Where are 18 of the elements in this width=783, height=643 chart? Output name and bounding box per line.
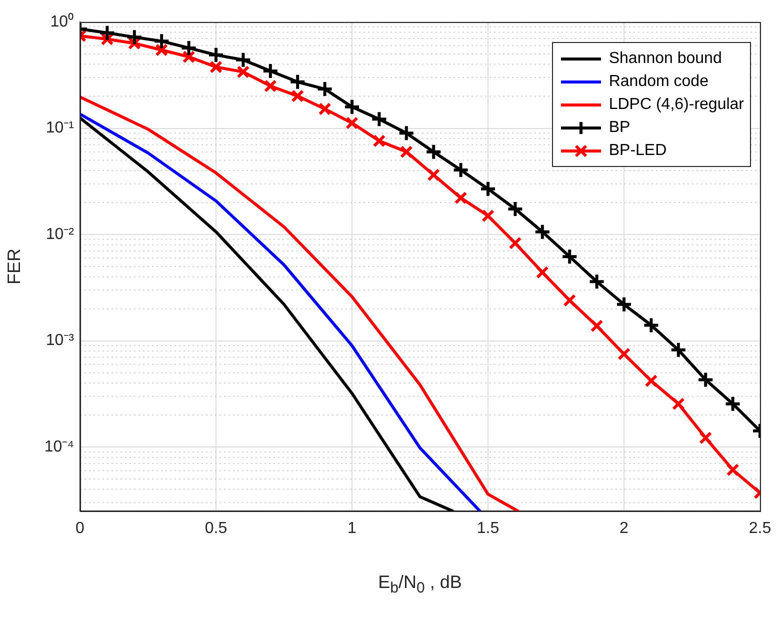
x-tick-label: 0: [76, 520, 85, 538]
y-tick-label: 10⁻²: [46, 226, 75, 243]
legend-label: LDPC (4,6)-regular: [608, 96, 744, 114]
y-tick-label: 10⁻⁴: [44, 438, 74, 456]
x-tick-label: 0.5: [204, 520, 228, 538]
x-tick-label: 2.5: [748, 520, 772, 538]
y-tick-label: 10⁻¹: [46, 120, 74, 137]
x-tick-label: 2: [620, 520, 629, 538]
legend-label: Shannon bound: [608, 50, 722, 68]
y-tick-label: 10⁰: [50, 12, 74, 30]
y-axis-title: FER: [4, 248, 24, 284]
legend-label: BP: [608, 118, 630, 136]
legend-label: Random code: [608, 72, 708, 90]
x-tick-label: 1.5: [476, 520, 500, 538]
x-axis-title: E$_{b}$/N$_{0}$ , dB: [377, 572, 463, 597]
y-tick-label: 10⁻³: [46, 332, 75, 350]
legend-label: BP-LED: [608, 142, 667, 160]
x-tick-label: 1: [348, 520, 357, 538]
